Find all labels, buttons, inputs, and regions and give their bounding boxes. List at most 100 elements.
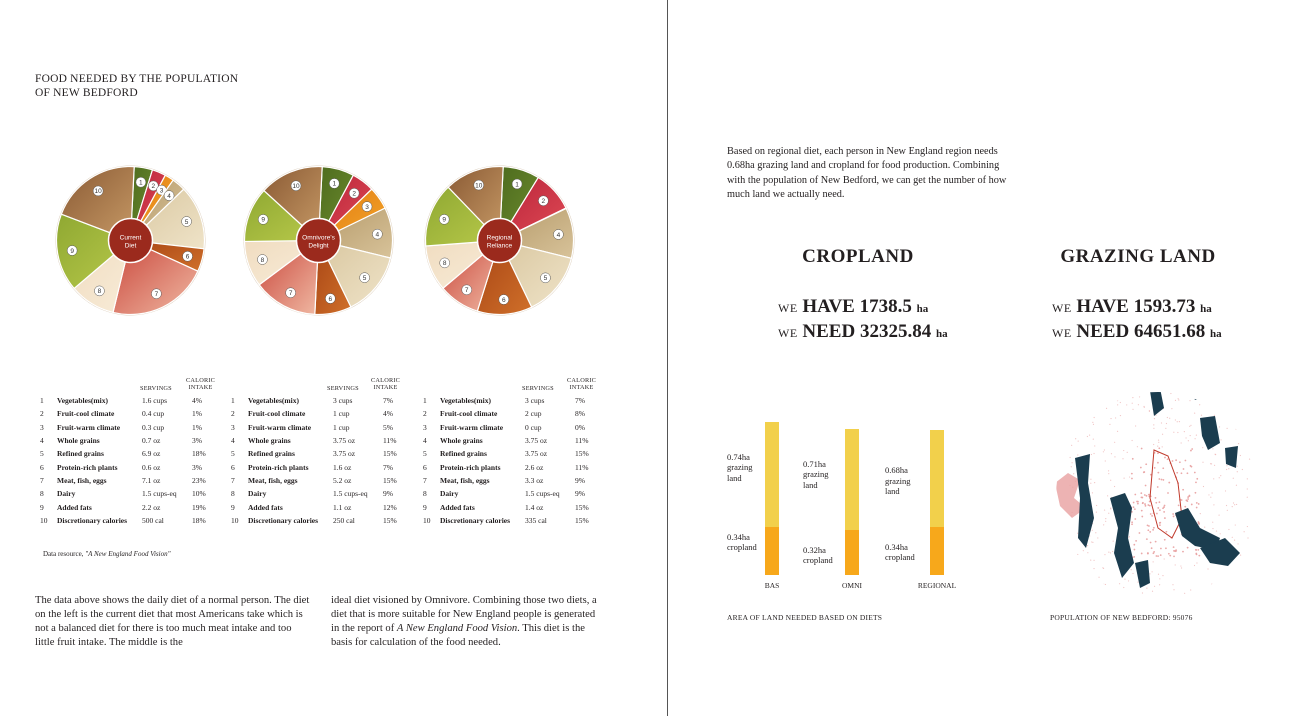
row-index: 4 — [231, 436, 235, 446]
segment-number: 9 — [261, 217, 265, 224]
bar-grazing-bas — [765, 421, 779, 527]
unit-ha: ha — [1200, 303, 1212, 315]
segment-number-badge — [461, 284, 472, 296]
table-row: 6 Protein-rich plants 2.6 oz 11% — [423, 460, 605, 473]
row-index: 10 — [423, 515, 431, 525]
row-index: 2 — [40, 409, 44, 419]
table-row: 6 Protein-rich plants 1.6 oz 7% — [231, 460, 413, 473]
table-row: 9 Added fats 2.2 oz 19% — [40, 500, 222, 513]
grazing-have-line: WE HAVE 1593.73 ha — [1052, 296, 1212, 318]
segment-number-badge — [553, 229, 564, 240]
table-row: 2 Fruit-cool climate 1 cup 4% — [231, 407, 413, 420]
food-name: Fruit-warm climate — [440, 422, 504, 432]
servings-value: 0.3 cup — [142, 422, 165, 432]
row-index: 8 — [40, 489, 44, 499]
row-index: 10 — [40, 515, 48, 525]
segment-number: 5 — [185, 219, 189, 226]
food-name: Meat, fish, eggs — [440, 475, 490, 485]
paragraph-right-italic: A New England Food Vision — [396, 623, 518, 634]
caloric-value: 19% — [192, 502, 206, 512]
caloric-value: 11% — [383, 436, 397, 446]
cropland-need-value: 32325.84 — [859, 321, 932, 342]
servings-value: 3 cups — [525, 396, 545, 406]
servings-value: 7.1 oz — [142, 475, 161, 485]
segment-number-badge — [361, 201, 373, 212]
bar-cropland-regional — [930, 526, 944, 575]
row-index: 6 — [40, 462, 44, 472]
have-word: HAVE — [802, 296, 855, 317]
segment-number: 1 — [332, 181, 336, 188]
caloric-value: 15% — [383, 475, 397, 485]
row-index: 5 — [40, 449, 44, 459]
servings-value: 500 cal — [142, 515, 164, 525]
segment-number: 9 — [442, 217, 446, 224]
segment-number-badge — [438, 214, 450, 225]
servings-value: 2.2 oz — [142, 502, 161, 512]
pie-center — [107, 217, 154, 264]
caloric-value: 7% — [575, 396, 585, 406]
source-title: "A New England Food Vision" — [85, 550, 171, 558]
header-servings-3: SERVINGS — [522, 385, 554, 392]
servings-value: 1.5 cups-eq — [525, 489, 560, 499]
table-row: 5 Refined grains 6.9 oz 18% — [40, 447, 222, 460]
food-name: Refined grains — [248, 449, 295, 459]
table-row: 4 Whole grains 3.75 oz 11% — [423, 434, 605, 447]
food-name: Meat, fish, eggs — [57, 475, 107, 485]
unit-ha: ha — [1209, 328, 1222, 340]
header-servings-1: SERVINGS — [140, 385, 172, 392]
caloric-value: 1% — [192, 422, 202, 432]
caloric-value: 23% — [192, 475, 206, 485]
cropland-have-line: WE HAVE 1738.5 ha — [778, 296, 928, 318]
table-row: 8 Dairy 1.5 cups-eq 9% — [423, 487, 605, 500]
bar-grazing-omni — [845, 428, 859, 530]
header-caloric-line1: CALORIC — [371, 377, 401, 384]
segment-number: 3 — [365, 204, 369, 211]
bar-cropland-bas — [765, 526, 779, 575]
segment-number-badge — [325, 293, 336, 304]
segment-number-badge — [540, 272, 551, 284]
segment-number: 2 — [352, 191, 356, 198]
row-index: 7 — [231, 475, 235, 485]
food-name: Whole grains — [57, 436, 100, 446]
table-row: 3 Fruit-warm climate 1 cup 5% — [231, 421, 413, 434]
cropland-heading: CROPLAND — [802, 246, 914, 267]
segment-number: 9 — [70, 248, 74, 255]
row-index: 3 — [423, 422, 427, 432]
pie-segment-5 — [498, 239, 573, 308]
segment-number-badge — [257, 254, 268, 265]
bar-chart-caption: AREA OF LAND NEEDED BASED ON DIETS — [727, 613, 883, 622]
header-caloric-3: CALORIC INTAKE — [567, 377, 596, 391]
new-bedford-map — [1056, 392, 1260, 600]
table-row: 1 Vegetables(mix) 3 cups 7% — [231, 394, 413, 407]
diet-table-regional: 1 Vegetables(mix) 3 cups 7% 2 Fruit-cool clim… — [423, 394, 605, 527]
table-row: 7 Meat, fish, eggs 5.2 oz 15% — [231, 474, 413, 487]
pie-center — [295, 217, 342, 264]
table-row: 2 Fruit-cool climate 2 cup 8% — [423, 407, 605, 420]
table-row: 9 Added fats 1.1 oz 12% — [231, 500, 413, 513]
servings-value: 3 cups — [333, 396, 353, 406]
row-index: 4 — [423, 436, 427, 446]
segment-number: 7 — [289, 290, 293, 297]
food-name: Discretionary calories — [57, 515, 128, 525]
header-caloric-line2: INTAKE — [569, 384, 594, 391]
header-caloric-line2: INTAKE — [188, 384, 213, 391]
servings-value: 1.4 oz — [525, 502, 544, 512]
servings-value: 1.6 oz — [333, 462, 352, 472]
caloric-value: 5% — [383, 422, 393, 432]
segment-number-badge — [290, 180, 302, 191]
row-index: 3 — [231, 422, 235, 432]
pie-regional-reliance: 1 2 4 5 6 7 8 9 10 Regional Reliance — [422, 163, 577, 318]
segment-number-badge — [92, 185, 104, 197]
source-prefix: Data resource, — [43, 550, 86, 558]
row-index: 2 — [231, 409, 235, 419]
caloric-value: 1% — [192, 409, 202, 419]
caloric-value: 18% — [192, 449, 206, 459]
cropland-label: 0.32ha cropland — [803, 544, 833, 566]
segment-number: 3 — [160, 187, 164, 194]
segment-number-badge — [285, 287, 296, 298]
servings-value: 0.7 oz — [142, 436, 161, 446]
servings-value: 1.1 oz — [333, 502, 352, 512]
segment-number: 8 — [443, 260, 447, 267]
